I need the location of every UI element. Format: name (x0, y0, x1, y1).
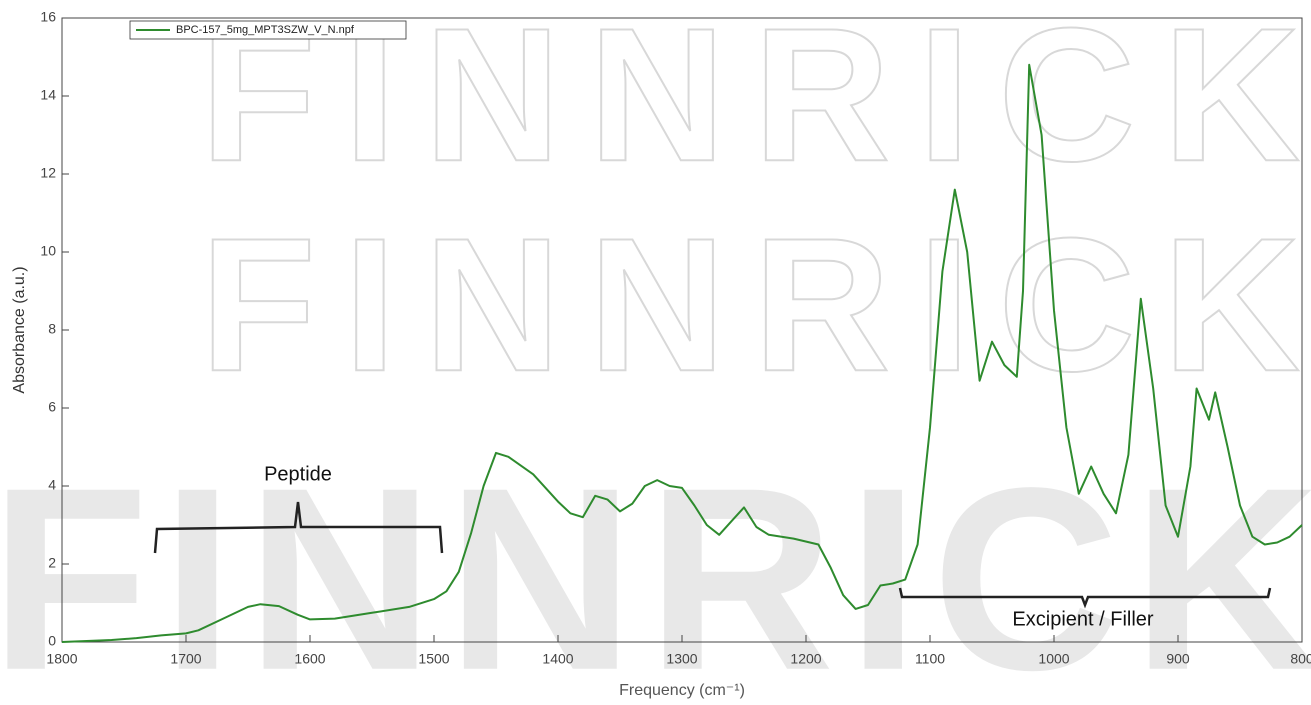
x-tick-label: 1800 (46, 651, 77, 667)
x-axis-label: Frequency (cm⁻¹) (619, 682, 745, 699)
legend (129, 20, 407, 40)
watermark-text: FINNRICK (0, 435, 1311, 705)
y-tick-label: 16 (40, 9, 56, 25)
plot-area: 0 2 4 6 8 10 12 14 16 1800 1700 1600 1500 1400 1300 120… (40, 9, 1311, 667)
legend-label: BPC-157_5mg_MPT3SZW_V_N.npf (176, 24, 355, 36)
x-tick-label: 1100 (915, 651, 945, 667)
x-tick-label: 1600 (294, 651, 325, 667)
peptide-bracket (153, 501, 444, 554)
x-tick-label: 900 (1166, 651, 1190, 667)
y-axis-label: Absorbance (a.u.) (11, 266, 28, 393)
y-tick-label: 14 (40, 87, 56, 103)
x-tick-label: 1300 (666, 651, 697, 667)
y-tick-label: 0 (48, 633, 56, 649)
x-tick-label: 1700 (170, 651, 201, 667)
y-tick-label: 6 (48, 399, 56, 415)
x-tick-label: 800 (1290, 651, 1311, 667)
excipient-bracket (898, 587, 1272, 609)
y-tick-label: 8 (48, 321, 56, 337)
y-tick-label: 10 (40, 243, 56, 259)
annotation: Peptide (264, 463, 332, 485)
x-tick-label: 1200 (790, 651, 821, 667)
x-tick-label: 1000 (1038, 651, 1069, 667)
y-tick-label: 12 (40, 165, 56, 181)
y-tick-label: 4 (48, 477, 56, 493)
x-tick-label: 1400 (542, 651, 573, 667)
x-tick-label: 1500 (418, 651, 449, 667)
annotation: Excipient / Filler (1012, 608, 1153, 630)
spectrum-line (61, 63, 1303, 643)
y-tick-label: 2 (48, 555, 56, 571)
